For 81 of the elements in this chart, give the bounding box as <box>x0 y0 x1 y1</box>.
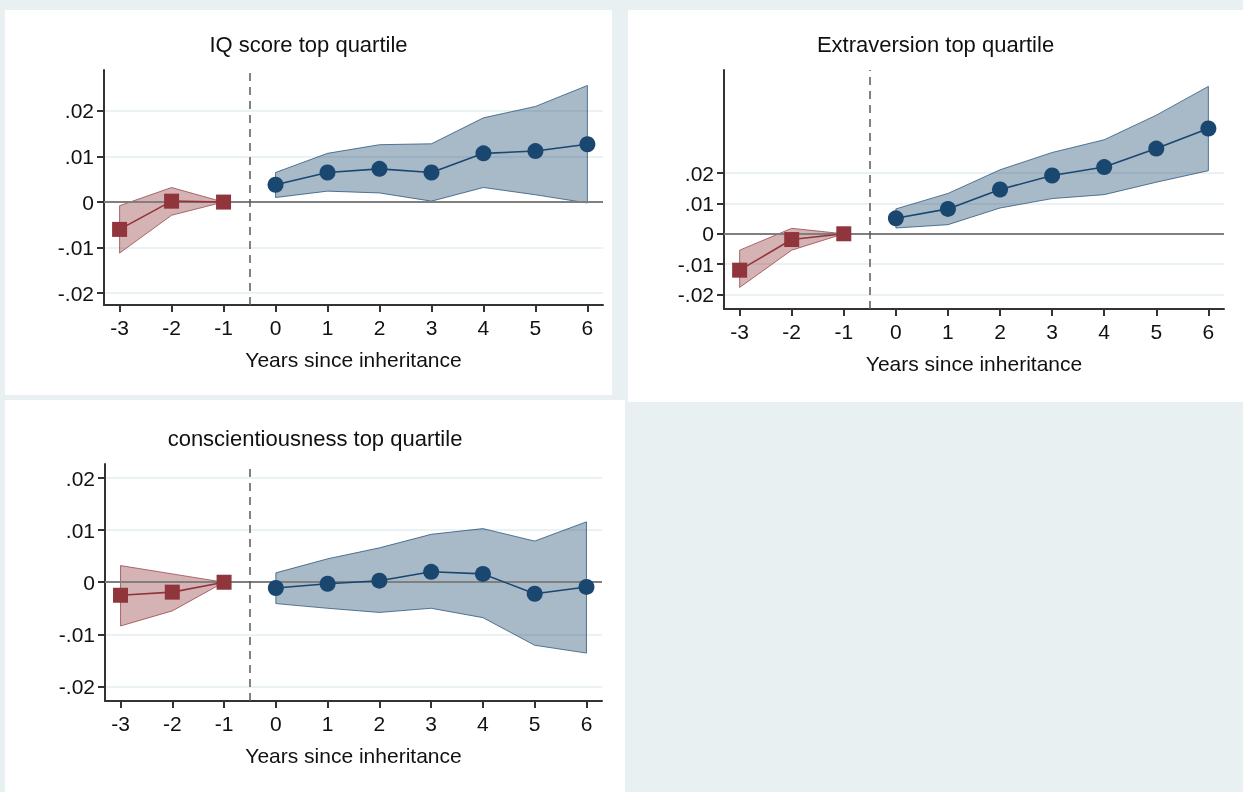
x-tick-label: 4 <box>477 316 490 339</box>
point <box>784 232 800 248</box>
y-tick-label: -.02 <box>57 281 94 305</box>
point <box>216 194 232 210</box>
chart-title: conscientiousness top quartile <box>167 425 463 451</box>
point <box>112 221 128 237</box>
point <box>1096 159 1113 176</box>
x-tick-label: -3 <box>730 320 749 343</box>
x-axis-title: Years since inheritance <box>245 744 462 767</box>
x-tick-label: -3 <box>110 316 129 339</box>
x-tick-label: 1 <box>321 712 334 735</box>
y-tick-label: 0 <box>82 190 94 214</box>
y-tick-label: -.02 <box>677 282 714 306</box>
point <box>836 226 852 242</box>
point <box>887 210 904 227</box>
y-tick-label: .01 <box>65 518 95 542</box>
chart-title: IQ score top quartile <box>209 31 408 57</box>
chart-title: Extraversion top quartile <box>816 31 1055 57</box>
point <box>267 176 284 193</box>
x-tick-label: 6 <box>580 712 593 735</box>
y-tick-label: .02 <box>65 466 95 490</box>
point <box>267 579 284 596</box>
point <box>164 193 180 209</box>
x-tick-label: -2 <box>782 320 802 343</box>
x-tick-label: 6 <box>1202 320 1215 343</box>
point <box>1148 140 1165 157</box>
y-tick-label: .01 <box>64 145 94 169</box>
x-tick-label: 3 <box>425 316 438 339</box>
point <box>423 563 440 580</box>
x-tick-label: 4 <box>1098 320 1111 343</box>
point <box>164 584 180 600</box>
point <box>526 585 543 602</box>
point <box>1200 120 1217 137</box>
x-tick-label: 1 <box>942 320 954 343</box>
y-tick-label: -.01 <box>677 252 714 276</box>
y-tick-label: -.01 <box>58 622 95 646</box>
x-tick-label: 5 <box>1150 320 1163 343</box>
y-tick-label: 0 <box>83 570 95 594</box>
x-tick-label: -3 <box>111 712 130 735</box>
point <box>371 572 388 589</box>
x-tick-label: -1 <box>834 320 854 343</box>
point <box>578 578 595 595</box>
point <box>371 160 388 177</box>
y-tick-label: 0 <box>702 222 714 246</box>
point <box>939 200 956 217</box>
x-tick-label: 2 <box>994 320 1006 343</box>
point <box>475 145 492 162</box>
x-tick-label: 0 <box>270 712 282 735</box>
x-tick-label: -2 <box>162 316 181 339</box>
point <box>319 164 336 181</box>
x-tick-label: 4 <box>477 712 490 735</box>
x-tick-label: 2 <box>373 712 386 735</box>
point <box>992 181 1009 198</box>
point <box>423 164 440 181</box>
x-tick-label: 6 <box>581 316 594 339</box>
y-tick-label: .02 <box>64 99 94 123</box>
x-tick-label: -1 <box>214 712 234 735</box>
point <box>474 565 491 582</box>
x-tick-label: 0 <box>269 316 282 339</box>
point <box>216 574 232 590</box>
x-tick-label: 1 <box>321 316 334 339</box>
x-tick-label: 3 <box>1046 320 1058 343</box>
y-tick-label: .01 <box>684 191 714 215</box>
x-tick-label: -1 <box>214 316 233 339</box>
x-tick-label: -2 <box>162 712 182 735</box>
point <box>579 136 596 153</box>
x-tick-label: 5 <box>529 316 542 339</box>
x-tick-label: 0 <box>890 320 902 343</box>
y-tick-label: -.02 <box>58 674 95 698</box>
x-axis-title: Years since inheritance <box>245 348 462 371</box>
x-tick-label: 2 <box>373 316 386 339</box>
point <box>1044 167 1061 184</box>
point <box>319 575 336 592</box>
x-tick-label: 3 <box>425 712 437 735</box>
point <box>113 587 129 603</box>
y-tick-label: -.01 <box>57 236 94 260</box>
x-tick-label: 5 <box>528 712 541 735</box>
point <box>732 262 748 278</box>
point <box>527 143 544 160</box>
x-axis-title: Years since inheritance <box>865 352 1083 375</box>
y-tick-label: .02 <box>684 161 714 185</box>
